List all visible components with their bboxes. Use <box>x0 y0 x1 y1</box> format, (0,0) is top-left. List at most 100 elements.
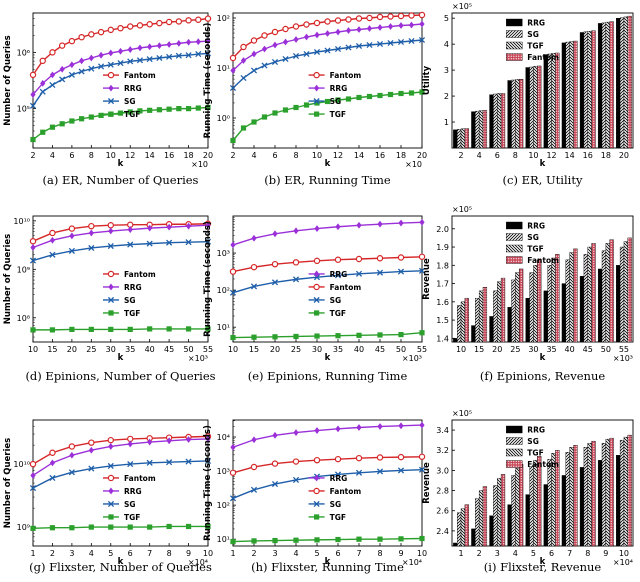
bar-i-tgf <box>569 447 574 547</box>
point-e-sg <box>271 279 279 286</box>
xtick-label-f: 50 <box>601 345 611 354</box>
ytick-label-i: 2.4 <box>436 527 449 536</box>
point-b-rrg <box>303 33 310 41</box>
bar-c-rrg <box>507 80 512 149</box>
bar-c-fantom <box>555 52 560 149</box>
point-a-sg <box>175 52 182 59</box>
point-e-sg <box>397 268 405 275</box>
point-h-rrg <box>419 421 425 429</box>
caption-c: (c) ER, Utility <box>503 173 583 187</box>
xtick-label-a: 2 <box>30 151 35 160</box>
xtick-label-c: 12 <box>546 151 556 160</box>
point-b-rrg <box>240 57 247 64</box>
point-e-rrg <box>398 219 404 227</box>
point-e-sg <box>355 270 363 277</box>
bar-i-tgf <box>460 508 466 547</box>
xlabel-g: k <box>118 557 124 567</box>
point-e-fantom <box>334 256 342 263</box>
xtick-label-b: 16 <box>375 151 385 160</box>
bar-i-sg <box>529 466 534 547</box>
panel-b: (b) ER, Running Time k Running Time (secon… <box>203 11 427 187</box>
bar-i-sg <box>457 512 462 547</box>
ytick-label-f: 1.8 <box>436 261 449 270</box>
point-g-sg <box>146 459 153 466</box>
point-a-sg <box>185 52 192 59</box>
point-d-rrg <box>205 221 211 229</box>
point-e-rrg <box>356 221 362 229</box>
point-a-rrg <box>30 91 36 98</box>
ytick-label-e: 10¹ <box>217 323 230 332</box>
legend-label-i: TGF <box>527 449 543 458</box>
legend-label-b: TGF <box>330 110 346 119</box>
point-e-sg <box>250 283 258 290</box>
ytick-label-c: 2 <box>444 92 449 101</box>
point-h-fantom <box>418 453 426 460</box>
caption-h: (h) Flixster, Running Time <box>251 560 404 574</box>
bar-i-sg <box>547 459 552 547</box>
point-g-tgf <box>127 524 133 530</box>
point-e-tgf <box>356 332 362 338</box>
legend-label-f: SG <box>527 233 539 242</box>
bar-f-rrg <box>543 290 548 343</box>
point-a-fantom <box>39 57 46 65</box>
point-d-tgf <box>185 326 192 332</box>
bar-c-sg <box>457 129 462 149</box>
legend-marker-d <box>108 310 114 316</box>
point-h-fantom <box>229 469 237 476</box>
bar-c-sg <box>601 22 607 149</box>
bar-i-sg <box>583 447 588 547</box>
bar-i-tgf <box>497 478 502 547</box>
point-d-sg <box>29 257 37 264</box>
xtick-label-a: 12 <box>125 151 135 160</box>
xtick-label-e: 45 <box>375 345 385 354</box>
point-a-tgf <box>88 114 94 120</box>
xtick-label-f: 10 <box>456 345 466 354</box>
bar-f-fantom <box>537 259 542 343</box>
xtick-label-b: 4 <box>251 151 256 160</box>
point-b-rrg <box>261 45 268 53</box>
legend-swatch-f <box>506 233 523 241</box>
point-e-tgf <box>419 330 425 336</box>
series-line-h-rrg <box>232 424 423 448</box>
bar-i-tgf <box>478 490 484 547</box>
point-b-fantom <box>355 15 363 22</box>
point-d-tgf <box>147 326 153 332</box>
legend-swatch-c <box>506 41 523 50</box>
legend-marker-h <box>314 474 320 482</box>
panel-c-frame <box>451 12 634 149</box>
point-b-fantom <box>376 13 384 21</box>
ytick-label-g: 10⁹ <box>17 523 30 532</box>
point-g-rrg <box>185 436 192 443</box>
point-b-rrg <box>419 20 425 28</box>
point-b-rrg <box>272 41 278 49</box>
bar-c-rrg <box>597 23 603 149</box>
point-a-sg <box>29 102 37 109</box>
point-d-fantom <box>88 222 95 230</box>
x-multiplier-e: ×10³ <box>402 354 422 363</box>
legend-marker-a <box>108 111 114 117</box>
point-e-fantom <box>376 255 384 262</box>
point-a-fantom <box>88 31 95 38</box>
ytick-label-h: 10³ <box>217 467 230 476</box>
point-d-sg <box>146 240 153 247</box>
point-e-fantom <box>418 253 426 260</box>
point-h-rrg <box>230 443 236 451</box>
series-line-e-rrg <box>232 221 423 246</box>
point-h-fantom <box>376 454 384 461</box>
bar-c-tgf <box>460 128 466 149</box>
bar-i-fantom <box>573 445 578 547</box>
ylabel-d: Number of Queries <box>3 234 13 325</box>
xtick-label-d: 30 <box>106 345 116 354</box>
point-g-sg <box>107 462 114 470</box>
x-multiplier-d: ×10³ <box>188 354 208 363</box>
point-a-rrg <box>98 51 104 59</box>
point-g-rrg <box>108 443 114 450</box>
point-h-fantom <box>271 460 279 467</box>
ytick-label-f: 1.5 <box>436 316 449 325</box>
xtick-label-g: 6 <box>128 549 133 558</box>
point-b-fantom <box>408 12 415 19</box>
bar-f-fantom <box>609 239 614 343</box>
point-a-fantom <box>175 18 183 25</box>
xlabel-f: k <box>540 353 546 363</box>
legend-swatch-i <box>506 460 523 468</box>
